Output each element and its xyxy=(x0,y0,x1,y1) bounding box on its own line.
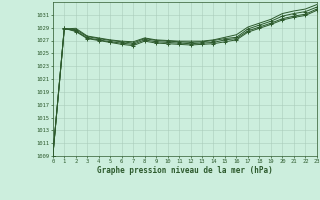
X-axis label: Graphe pression niveau de la mer (hPa): Graphe pression niveau de la mer (hPa) xyxy=(97,166,273,175)
